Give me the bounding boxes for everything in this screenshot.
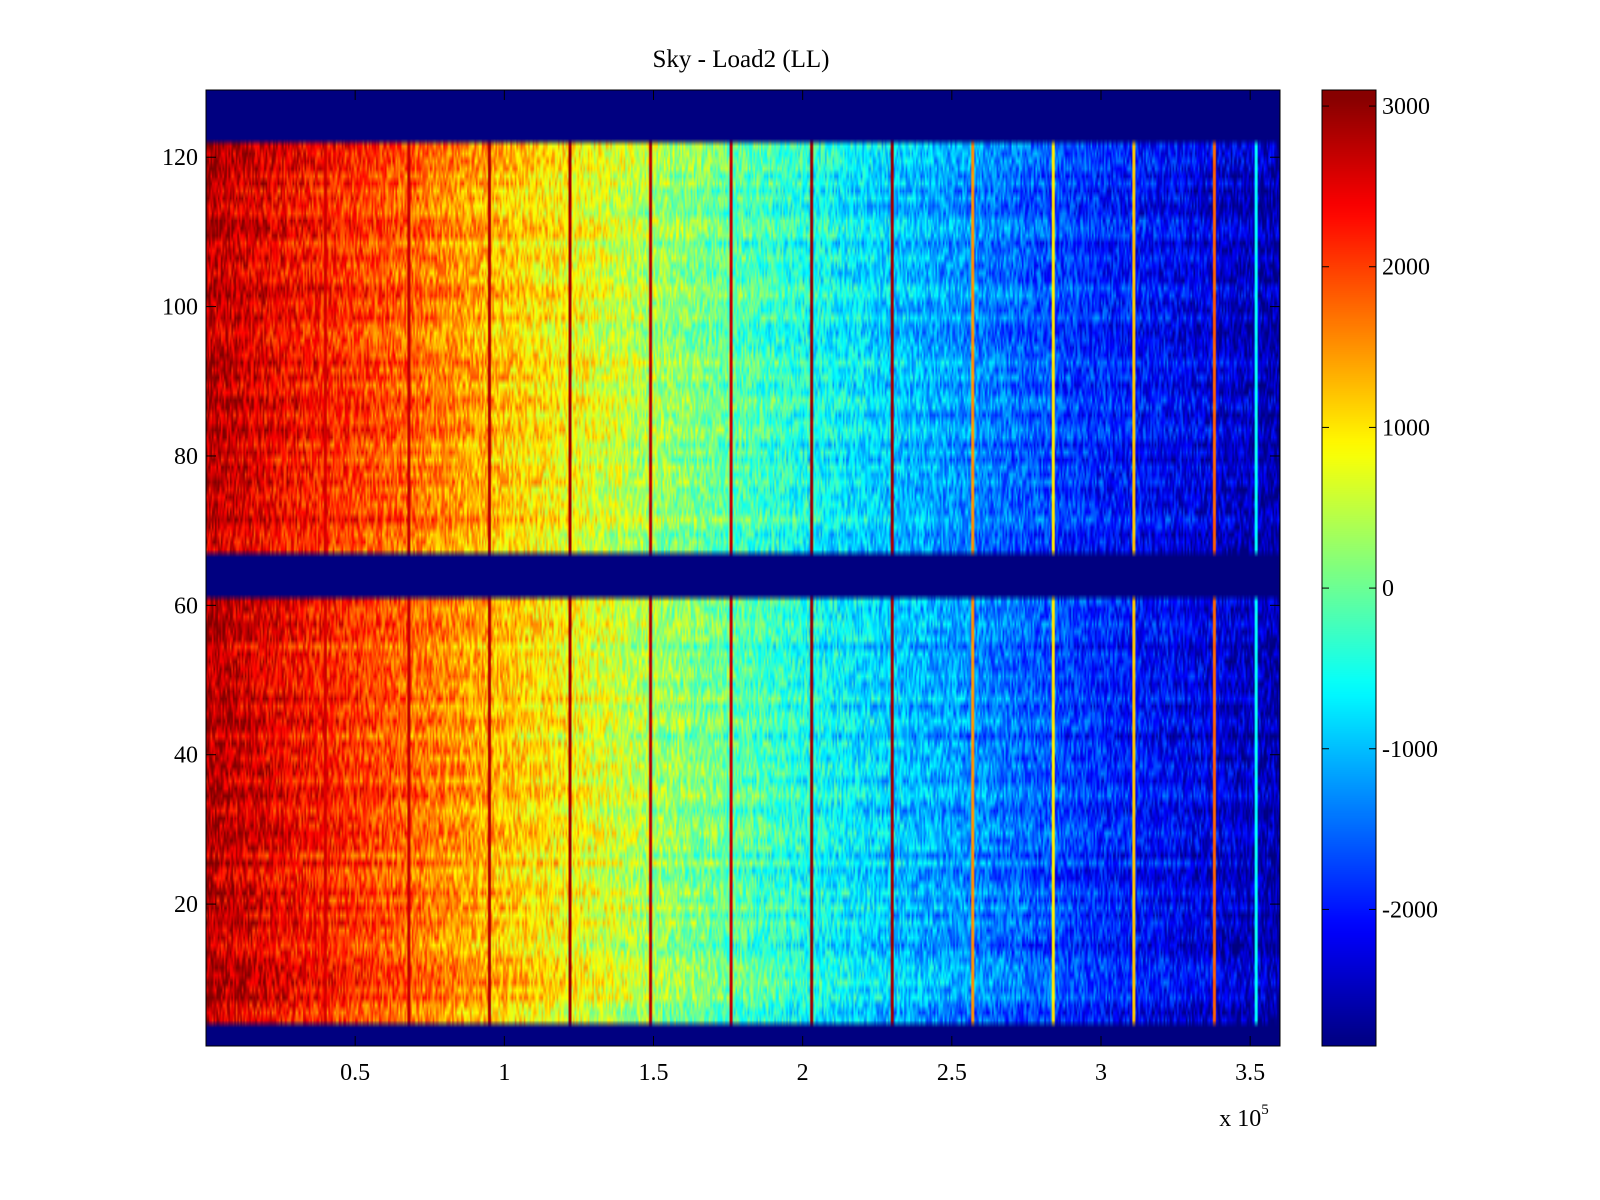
colorbar-frame <box>1321 89 1377 1047</box>
y-tick-label: 20 <box>174 892 198 918</box>
plot-area <box>205 89 1281 1047</box>
x-tick-label: 3 <box>1095 1060 1107 1086</box>
colorbar-gradient <box>1322 90 1376 1046</box>
x-exponent-base: x 10 <box>1219 1106 1261 1132</box>
svg-text:x 105: x 105 <box>1219 1102 1269 1132</box>
x-tick-label: 3.5 <box>1235 1060 1265 1086</box>
colorbar-ticks: 3000 2000 1000 0 -1000 -2000 <box>1322 94 1438 923</box>
x-tick-label: 2.5 <box>937 1060 967 1086</box>
y-tick-label: 40 <box>174 743 198 769</box>
colorbar-tick-label: -1000 <box>1382 737 1438 763</box>
x-exponent-power: 5 <box>1261 1102 1269 1118</box>
colorbar-tick-label: -2000 <box>1382 897 1438 923</box>
plot-frame <box>205 89 1281 1047</box>
y-tick-label: 120 <box>162 145 198 171</box>
y-axis: 20 40 60 80 100 120 <box>162 145 1280 918</box>
colorbar-tick-label: 0 <box>1382 576 1394 602</box>
x-axis: 0.5 1 1.5 2 2.5 3 3.5 <box>340 90 1265 1086</box>
colorbar-tick-label: 2000 <box>1382 255 1430 281</box>
x-tick-label: 0.5 <box>340 1060 370 1086</box>
colorbar-tick-label: 3000 <box>1382 94 1430 120</box>
x-tick-label: 1 <box>498 1060 510 1086</box>
chart-title: Sky - Load2 (LL) <box>652 46 829 73</box>
x-axis-exponent: x 105 <box>1219 1102 1269 1132</box>
y-tick-label: 80 <box>174 444 198 470</box>
y-tick-label: 100 <box>162 295 198 321</box>
y-tick-label: 60 <box>174 593 198 619</box>
colorbar-tick-label: 1000 <box>1382 415 1430 441</box>
heatmap-image <box>206 90 1280 1046</box>
colorbar: 3000 2000 1000 0 -1000 -2000 <box>1321 89 1438 1047</box>
x-tick-label: 2 <box>797 1060 809 1086</box>
x-tick-label: 1.5 <box>639 1060 669 1086</box>
